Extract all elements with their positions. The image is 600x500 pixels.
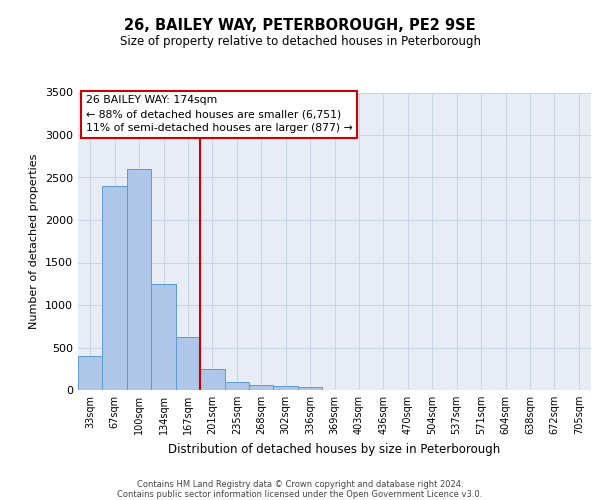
- Bar: [298, 388, 322, 390]
- Bar: [78, 356, 103, 390]
- Text: Contains HM Land Registry data © Crown copyright and database right 2024.: Contains HM Land Registry data © Crown c…: [137, 480, 463, 489]
- Bar: [249, 385, 274, 390]
- Bar: [176, 338, 200, 390]
- Bar: [151, 284, 176, 390]
- Text: Contains public sector information licensed under the Open Government Licence v3: Contains public sector information licen…: [118, 490, 482, 499]
- X-axis label: Distribution of detached houses by size in Peterborough: Distribution of detached houses by size …: [169, 442, 500, 456]
- Bar: [274, 386, 298, 390]
- Bar: [127, 169, 151, 390]
- Text: Size of property relative to detached houses in Peterborough: Size of property relative to detached ho…: [119, 35, 481, 48]
- Bar: [103, 186, 127, 390]
- Text: 26 BAILEY WAY: 174sqm
← 88% of detached houses are smaller (6,751)
11% of semi-d: 26 BAILEY WAY: 174sqm ← 88% of detached …: [86, 96, 352, 134]
- Text: 26, BAILEY WAY, PETERBOROUGH, PE2 9SE: 26, BAILEY WAY, PETERBOROUGH, PE2 9SE: [124, 18, 476, 32]
- Y-axis label: Number of detached properties: Number of detached properties: [29, 154, 40, 329]
- Bar: [224, 382, 249, 390]
- Bar: [200, 369, 224, 390]
